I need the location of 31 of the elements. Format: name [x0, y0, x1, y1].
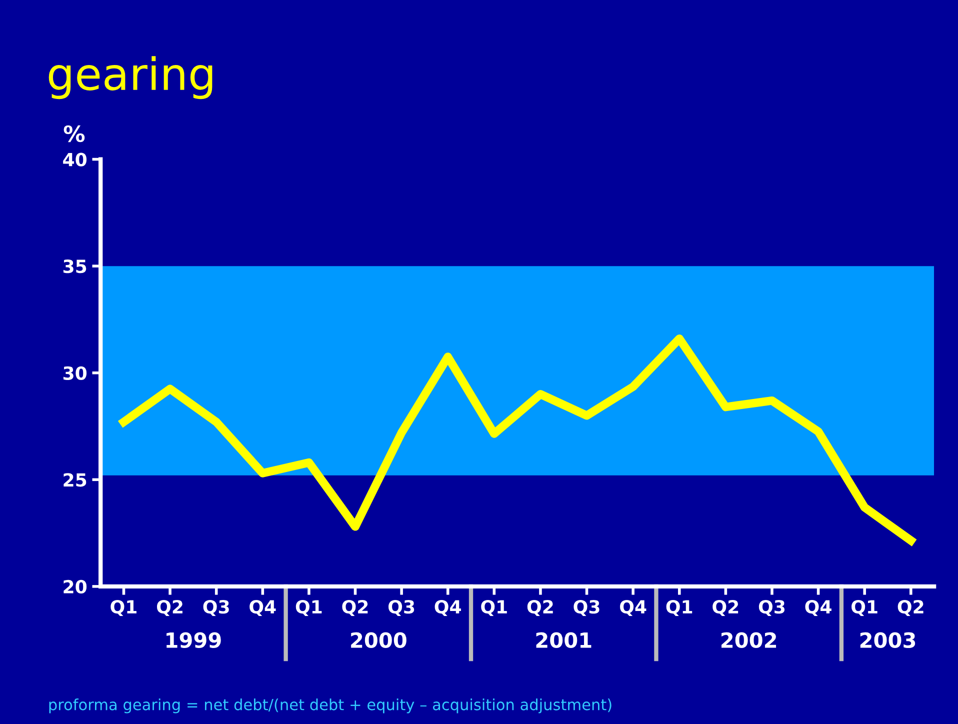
- text: 2002: [721, 632, 776, 648]
- y-tick-label: 20: [64, 580, 87, 594]
- x-tick-label: Q2: [156, 600, 182, 616]
- text: 2003: [860, 632, 916, 648]
- x-tick-label: Q1: [296, 600, 322, 616]
- chart-title: gearing: [48, 56, 212, 100]
- x-tick-label: Q3: [574, 600, 600, 616]
- x-tick-label: Q1: [852, 600, 878, 616]
- x-tick-label: Q1: [110, 600, 136, 616]
- x-tick-label: Q3: [203, 600, 229, 616]
- x-tick-label: Q1: [481, 600, 507, 616]
- x-tick-label: Q4: [434, 600, 461, 616]
- x-tick-label: Q4: [620, 600, 646, 616]
- text: 2000: [351, 632, 406, 648]
- x-tick-label: Q2: [342, 600, 368, 616]
- text: 1999: [166, 632, 221, 648]
- y-tick-label: 25: [64, 473, 86, 487]
- x-tick-label: Q2: [527, 600, 553, 616]
- y-axis-title: %: [64, 125, 85, 142]
- x-tick-label: Q4: [805, 600, 832, 616]
- text: 2001: [536, 632, 592, 648]
- x-tick-label: Q2: [712, 600, 738, 616]
- x-tick-label: Q3: [388, 600, 414, 616]
- y-tick-label: 30: [63, 366, 87, 380]
- x-tick-label: Q4: [250, 600, 276, 616]
- y-tick-label: 40: [63, 152, 87, 166]
- y-tick-label: 35: [63, 260, 86, 274]
- x-tick-label: Q1: [666, 600, 692, 616]
- x-tick-label: Q2: [898, 600, 924, 616]
- text: proforma gearing = net debt/(net debt + equity – acquisition adjustment): [49, 698, 612, 714]
- x-tick-label: Q3: [758, 600, 785, 616]
